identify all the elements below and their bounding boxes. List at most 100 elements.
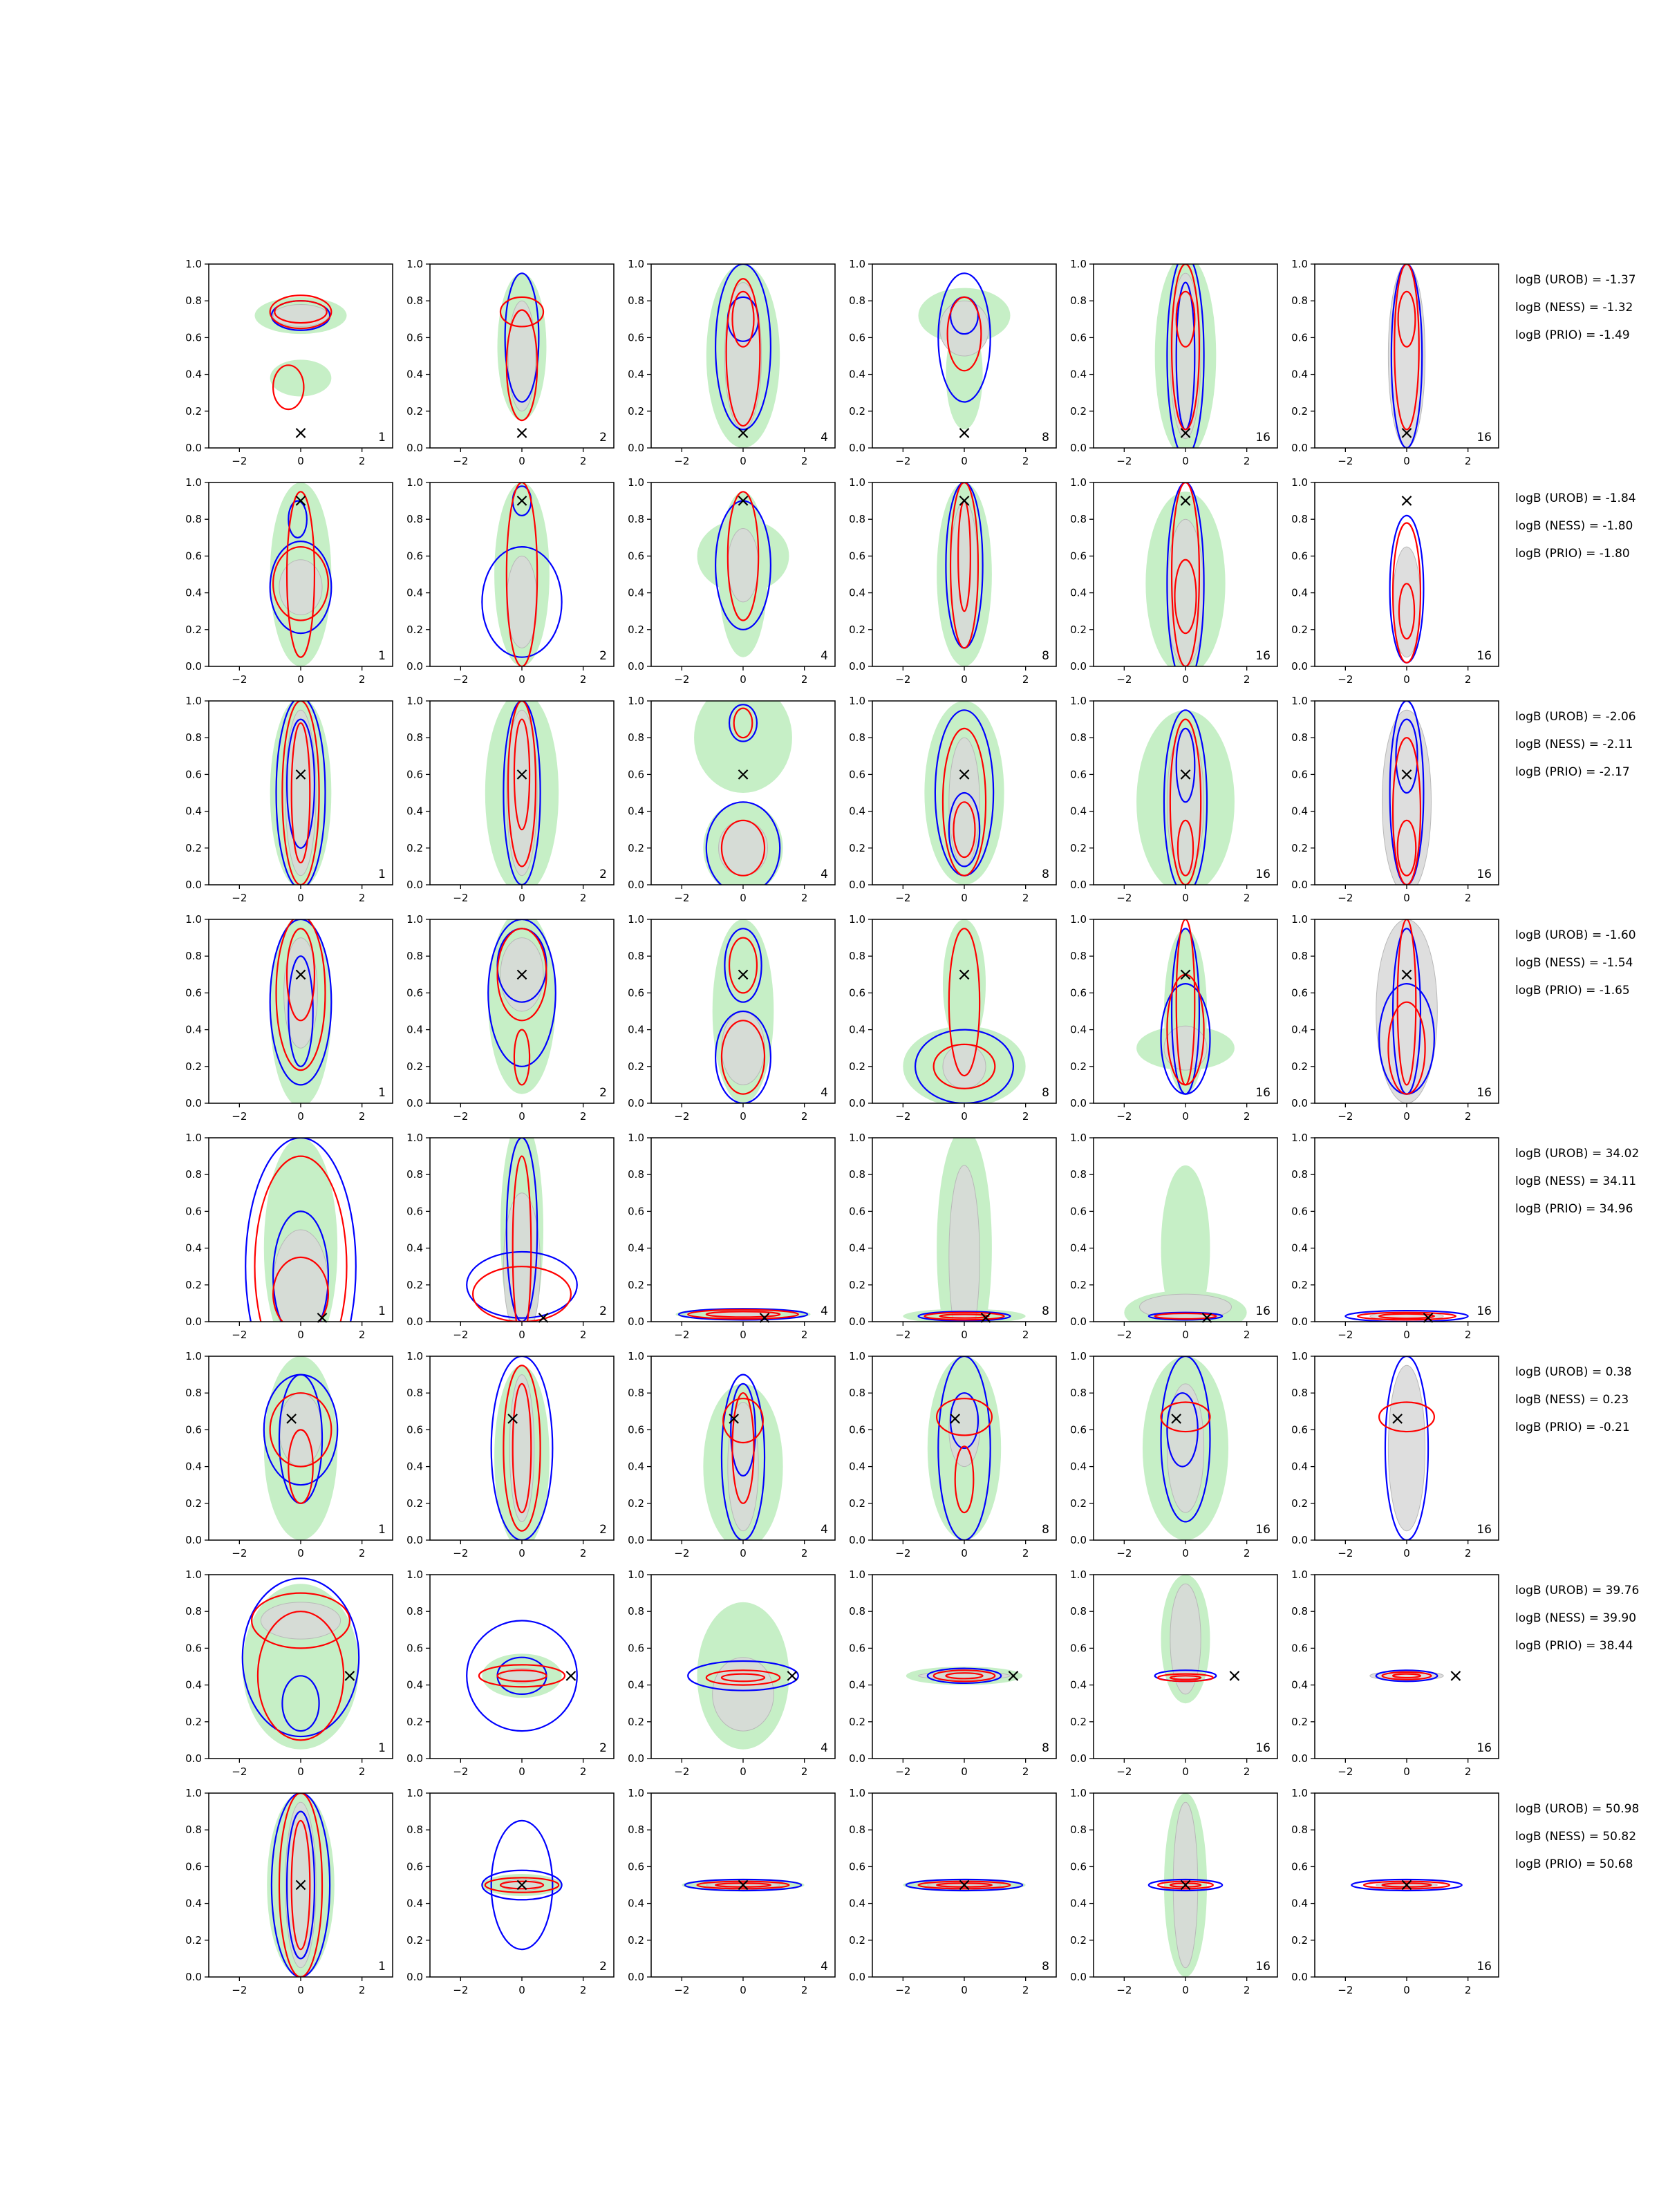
- y-tick-label: 0.0: [406, 1534, 423, 1546]
- y-tick-label: 0.6: [628, 1860, 644, 1873]
- blue-contour-1: [937, 272, 991, 403]
- truth-marker: ×: [1169, 1408, 1184, 1429]
- x-tick-label: 2: [1022, 455, 1029, 467]
- x-tick-label: −2: [232, 1329, 247, 1341]
- y-tick-label: 0.6: [849, 986, 865, 999]
- x-tick-label: 0: [740, 1984, 747, 1996]
- panel-contours: [703, 1374, 783, 1540]
- y-tick-label: 0.8: [406, 950, 423, 962]
- red-contour-2: [945, 1672, 984, 1680]
- x-tick-label: 2: [801, 1984, 808, 1996]
- truth-marker: ×: [1199, 1308, 1215, 1329]
- logb-text: logB (NESS) = -2.11: [1515, 738, 1633, 751]
- x-tick-label: 2: [801, 1765, 808, 1778]
- y-tick-label: 1.0: [1291, 1132, 1308, 1144]
- panel-count-label: 4: [821, 1304, 828, 1318]
- panel-contours: [269, 919, 332, 1103]
- red-contour-1: [1156, 1673, 1214, 1683]
- y-tick-label: 0.4: [849, 1679, 865, 1691]
- blue-contour-2: [1170, 928, 1201, 1095]
- x-tick-label: 2: [1244, 673, 1250, 686]
- y-tick-label: 1.0: [1070, 1350, 1087, 1362]
- x-tick-label: 0: [1403, 1329, 1410, 1341]
- y-tick-label: 0.2: [1291, 405, 1308, 418]
- y-tick-label: 0.0: [1291, 1315, 1308, 1328]
- y-tick-label: 0.8: [406, 1387, 423, 1399]
- y-tick-label: 0.0: [185, 442, 202, 454]
- gray-density-region-1: [506, 555, 538, 648]
- y-tick-label: 0.4: [1291, 1242, 1308, 1255]
- gray-density-region-1: [1172, 1801, 1199, 1969]
- red-contour-2: [513, 1029, 531, 1086]
- panel-contours: [903, 919, 1026, 1103]
- blue-contour-1: [1351, 1878, 1463, 1892]
- blue-contour-2: [285, 718, 316, 849]
- truth-marker: ×: [1390, 1408, 1405, 1429]
- panel-r8-c4: × 0.0 0.2 0.4 0.6 0.8 1.0 −2 0 2 8: [849, 1787, 1057, 1996]
- truth-marker: ×: [293, 764, 308, 785]
- red-contour-2: [957, 500, 971, 612]
- panel-r2-c3: × 0.0 0.2 0.4 0.6 0.8 1.0 −2 0 24: [628, 476, 836, 686]
- y-tick-label: 1.0: [406, 258, 423, 270]
- red-contour-2: [731, 290, 755, 348]
- red-contour-2: [256, 1611, 345, 1741]
- blue-contour-1: [487, 919, 556, 1067]
- x-tick-label: 2: [359, 455, 366, 467]
- y-tick-label: 0.8: [628, 950, 644, 962]
- blue-contour-1: [1390, 264, 1423, 448]
- truth-marker: ×: [957, 764, 972, 785]
- y-tick-label: 0.8: [185, 1387, 202, 1399]
- x-tick-label: −2: [1338, 892, 1353, 904]
- gray-density-region-1: [500, 937, 544, 1012]
- y-tick-label: 0.8: [849, 1387, 865, 1399]
- y-tick-label: 0.4: [628, 805, 644, 818]
- gray-density-region-1: [939, 300, 989, 357]
- panel-contours: [1154, 264, 1217, 448]
- y-tick-label: 0.6: [1291, 768, 1308, 780]
- y-tick-label: 0.4: [1291, 587, 1308, 599]
- y-tick-label: 1.0: [1070, 913, 1087, 926]
- blue-contour-1: [1375, 1669, 1438, 1683]
- x-tick-label: 2: [801, 1547, 808, 1559]
- logb-text: logB (UROB) = 50.98: [1515, 1802, 1639, 1816]
- panel-contours: [682, 1878, 805, 1892]
- y-tick-label: 1.0: [628, 1350, 644, 1362]
- x-tick-label: 0: [1403, 1765, 1410, 1778]
- x-tick-label: 2: [1244, 1110, 1250, 1123]
- y-tick-label: 0.0: [849, 1097, 865, 1109]
- panel-count-label: 16: [1477, 1741, 1492, 1755]
- panel-contours: [1378, 1356, 1435, 1540]
- blue-contour-1: [1160, 1356, 1211, 1523]
- panel-r1-c1: × 0.0 0.2 0.4 0.6 0.8 1.0 −2 0 21: [185, 258, 393, 467]
- logb-text: logB (PRIO) = 50.68: [1515, 1857, 1633, 1871]
- truth-marker: ×: [1421, 1308, 1436, 1329]
- red-contour-1: [1387, 1001, 1426, 1095]
- gray-density-region-1: [1166, 1383, 1205, 1513]
- y-tick-label: 0.8: [185, 950, 202, 962]
- x-tick-label: −2: [1338, 1984, 1353, 1996]
- y-tick-label: 0.8: [1291, 294, 1308, 307]
- truth-marker: ×: [957, 423, 972, 444]
- panel-count-label: 4: [821, 431, 828, 444]
- gray-density-region-1: [1376, 919, 1438, 1103]
- y-tick-label: 1.0: [406, 1350, 423, 1362]
- y-tick-label: 0.0: [185, 1315, 202, 1328]
- y-tick-label: 0.8: [1291, 1168, 1308, 1181]
- panel-r8-c5: × 0.0 0.2 0.4 0.6 0.8 1.0 −2 0 2 16: [1070, 1787, 1278, 1996]
- red-contour-2: [935, 1882, 993, 1888]
- y-tick-label: 0.6: [1291, 1860, 1308, 1873]
- y-tick-label: 0.4: [849, 1461, 865, 1473]
- panel-count-label: 1: [378, 1741, 386, 1755]
- x-tick-label: 2: [801, 673, 808, 686]
- y-tick-label: 0.0: [185, 1097, 202, 1109]
- blue-contour-1: [684, 1878, 803, 1892]
- red-contour-1: [949, 482, 980, 649]
- y-tick-label: 0.8: [628, 1168, 644, 1181]
- y-tick-label: 0.8: [406, 1605, 423, 1618]
- panel-count-label: 8: [1042, 1086, 1049, 1100]
- panel-contours: [706, 264, 780, 448]
- y-tick-label: 1.0: [849, 913, 865, 926]
- x-tick-label: 0: [961, 1765, 968, 1778]
- logb-text: logB (PRIO) = 34.96: [1515, 1202, 1633, 1216]
- red-contour-2: [1378, 1313, 1435, 1320]
